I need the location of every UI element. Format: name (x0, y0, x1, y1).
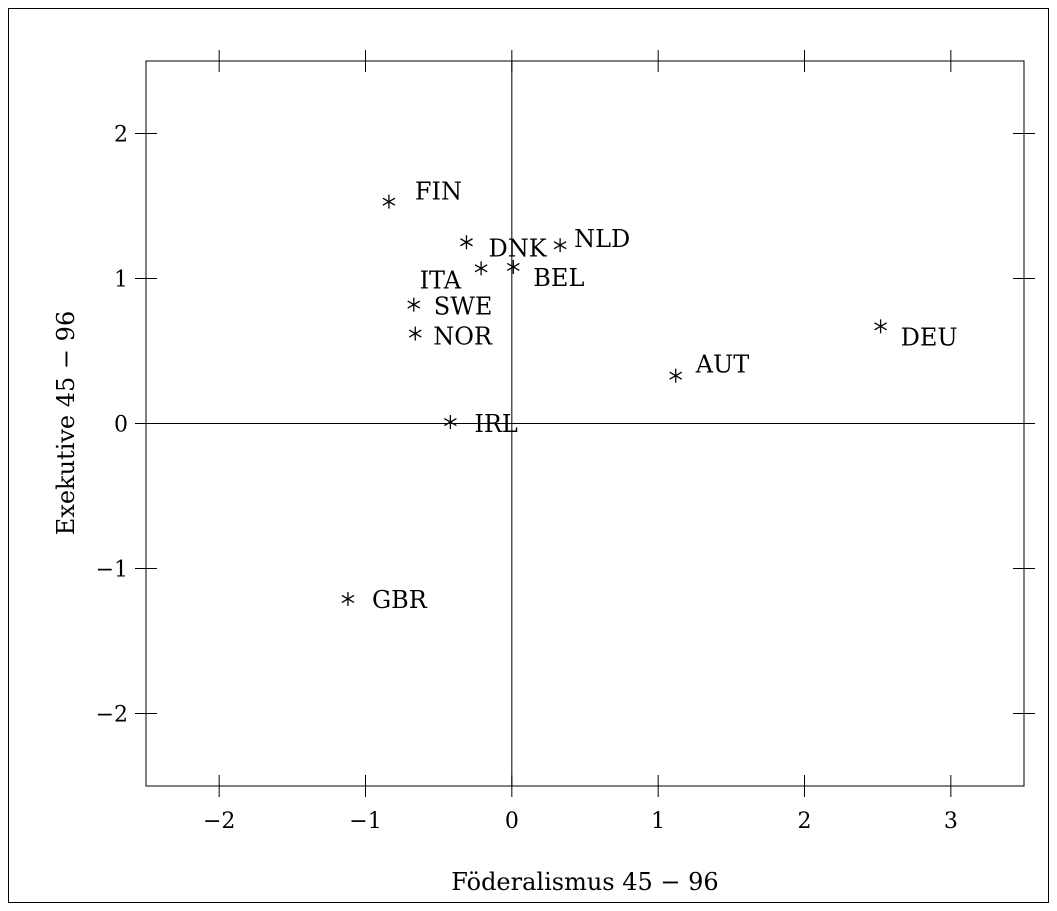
data-point-deu: DEU (874, 319, 958, 351)
point-label-gbr: GBR (372, 586, 428, 614)
point-label-dnk: DNK (488, 234, 547, 262)
data-point-fin: FIN (382, 178, 462, 209)
point-label-bel: BEL (533, 264, 584, 292)
data-point-bel: BEL (506, 259, 584, 292)
asterisk-marker-stroke (443, 417, 457, 427)
asterisk-marker-stroke (382, 197, 396, 206)
asterisk-marker-stroke (474, 264, 488, 273)
x-tick-label: 1 (651, 809, 665, 834)
asterisk-marker-stroke (553, 241, 567, 250)
point-label-deu: DEU (901, 323, 958, 351)
data-point-dnk: DNK (460, 234, 548, 262)
reference-lines (146, 61, 1024, 786)
x-axis-title: Föderalismus 45 − 96 (451, 868, 718, 896)
x-tick-label: −1 (349, 809, 381, 834)
point-label-swe: SWE (434, 293, 493, 321)
point-label-ita: ITA (420, 266, 462, 294)
x-tick-label: 0 (505, 809, 519, 834)
y-tick-label: 1 (114, 268, 128, 293)
x-tick-label: 2 (798, 809, 812, 834)
x-tick-label: −2 (203, 809, 235, 834)
asterisk-marker-stroke (874, 322, 887, 331)
chart-frame (8, 8, 1049, 903)
data-point-nld: NLD (553, 225, 630, 253)
data-point-swe: SWE (407, 293, 493, 321)
y-tick-label: −1 (96, 558, 128, 583)
axis-ticks (135, 50, 1035, 797)
y-tick-label: 0 (114, 413, 128, 438)
asterisk-marker-stroke (408, 329, 422, 338)
y-tick-label: −2 (96, 703, 128, 728)
asterisk-marker-stroke (407, 300, 421, 309)
x-tick-label: 3 (944, 809, 958, 834)
point-label-irl: IRL (474, 410, 518, 438)
point-label-aut: AUT (695, 351, 750, 379)
asterisk-marker-stroke (460, 238, 473, 247)
data-point-gbr: GBR (341, 586, 428, 614)
point-label-nld: NLD (574, 225, 630, 253)
data-point-nor: NOR (408, 323, 493, 351)
asterisk-marker-stroke (341, 594, 355, 604)
y-axis-title: Exekutive 45 − 96 (52, 311, 80, 535)
point-label-fin: FIN (415, 178, 462, 206)
y-tick-label: 2 (114, 123, 128, 148)
asterisk-marker-stroke (669, 371, 683, 380)
data-point-aut: AUT (669, 351, 750, 383)
data-point-irl: IRL (443, 410, 518, 438)
asterisk-marker-stroke (506, 262, 520, 271)
tick-labels: −2 −1 0 1 2 3 −2 −1 0 1 2 (96, 123, 958, 835)
point-label-nor: NOR (433, 323, 493, 351)
data-point-ita: ITA (420, 261, 488, 294)
